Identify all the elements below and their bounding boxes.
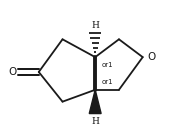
Text: or1: or1 bbox=[101, 79, 113, 85]
Text: O: O bbox=[8, 67, 17, 77]
Text: H: H bbox=[91, 117, 99, 126]
Text: O: O bbox=[147, 52, 155, 62]
Polygon shape bbox=[89, 90, 101, 114]
Text: or1: or1 bbox=[101, 62, 113, 68]
Text: H: H bbox=[91, 21, 99, 30]
